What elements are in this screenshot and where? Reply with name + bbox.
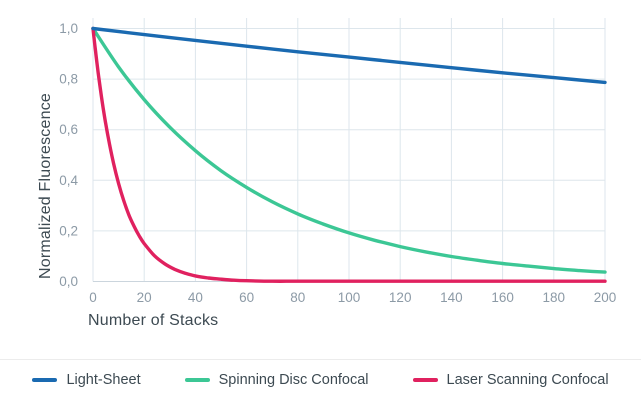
chart-legend: Light-Sheet Spinning Disc Confocal Laser S… xyxy=(0,362,641,398)
gridlines xyxy=(92,18,606,282)
y-tick-label: 0,2 xyxy=(59,223,78,238)
x-tick-label: 200 xyxy=(594,290,617,305)
legend-item-spinning-disc-confocal: Spinning Disc Confocal xyxy=(184,372,369,388)
y-tick-label: 0,6 xyxy=(59,122,78,137)
x-tick-label: 100 xyxy=(338,290,361,305)
legend-item-light-sheet: Light-Sheet xyxy=(32,372,141,388)
legend-swatch-icon xyxy=(412,378,438,382)
y-tick-label: 0,4 xyxy=(59,173,78,188)
legend-divider xyxy=(0,359,641,360)
x-tick-label: 120 xyxy=(389,290,412,305)
series-curve-spinning-disc-confocal xyxy=(91,26,607,274)
x-tick-label: 80 xyxy=(290,290,305,305)
x-tick-label: 20 xyxy=(137,290,152,305)
series-curve-light-sheet xyxy=(91,26,607,85)
x-tick-label: 160 xyxy=(491,290,514,305)
legend-swatch-icon xyxy=(32,378,58,382)
x-axis-title: Number of Stacks xyxy=(88,312,219,329)
legend-label: Light-Sheet xyxy=(66,372,141,388)
chart-canvas: 0,0 0,2 0,4 0,6 0,8 1,0 0 20 40 60 80 100 120 140 160 1… xyxy=(59,18,616,305)
x-tick-label: 40 xyxy=(188,290,203,305)
x-tick-label: 140 xyxy=(440,290,463,305)
series-curve-laser-scanning-confocal xyxy=(91,26,607,283)
series-curves xyxy=(91,26,607,283)
x-tick-label: 60 xyxy=(239,290,254,305)
y-tick-label: 0,0 xyxy=(59,274,78,289)
y-tick-label: 0,8 xyxy=(59,72,78,87)
legend-item-laser-scanning-confocal: Laser Scanning Confocal xyxy=(412,372,609,388)
y-axis-title: Normalized Fluorescence xyxy=(37,92,54,280)
x-tick-label: 180 xyxy=(543,290,566,305)
legend-label: Laser Scanning Confocal xyxy=(446,372,609,388)
x-tick-label: 0 xyxy=(89,290,97,305)
tick-labels: 0,0 0,2 0,4 0,6 0,8 1,0 0 20 40 60 80 100 120 140 160 1… xyxy=(59,21,616,305)
y-tick-label: 1,0 xyxy=(59,21,78,36)
legend-swatch-icon xyxy=(184,378,210,382)
legend-label: Spinning Disc Confocal xyxy=(218,372,369,388)
